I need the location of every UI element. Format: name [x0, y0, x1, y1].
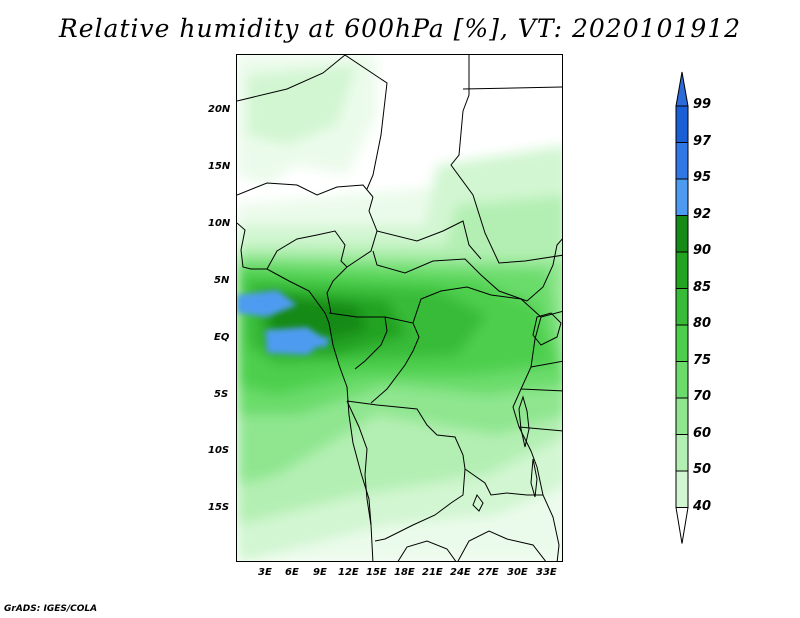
- colorbar-segment: [675, 434, 689, 472]
- lat-label-20n: 20N: [208, 104, 231, 115]
- colorbar-level-label: 99: [693, 97, 712, 112]
- lon-label-21e: 21E: [422, 567, 443, 578]
- colorbar-level-label: 75: [693, 352, 712, 368]
- lon-label-12e: 12E: [338, 567, 359, 578]
- colorbar-level-label: 85: [693, 279, 712, 295]
- colorbar: [675, 71, 689, 544]
- chart-title: Relative humidity at 600hPa [%], VT: 202…: [58, 14, 742, 43]
- colorbar-segment: [675, 105, 689, 143]
- colorbar-level-label: 92: [693, 206, 712, 222]
- colorbar-segment: [675, 361, 689, 399]
- lat-label-10s: 10S: [208, 445, 230, 456]
- lat-label-5s: 5S: [214, 389, 229, 400]
- footer-credit: GrADS: IGES/COLA: [4, 604, 98, 614]
- lon-label-24e: 24E: [450, 567, 471, 578]
- colorbar-bottom-arrow: [675, 507, 689, 544]
- lon-label-27e: 27E: [478, 567, 499, 578]
- colorbar-segment: [675, 142, 689, 180]
- colorbar-level-label: 95: [693, 170, 712, 185]
- humidity-fill: [237, 55, 562, 561]
- lon-label-3e: 3E: [258, 567, 272, 578]
- high-humidity-patches: [237, 290, 329, 355]
- colorbar-segment: [675, 178, 689, 216]
- colorbar-segment: [675, 470, 689, 508]
- colorbar-level-label: 90: [693, 243, 712, 258]
- colorbar-segment: [675, 397, 689, 435]
- lon-label-9e: 9E: [313, 567, 327, 578]
- lon-label-15e: 15E: [366, 567, 387, 578]
- lon-label-33e: 33E: [536, 567, 557, 578]
- colorbar-level-label: 60: [693, 425, 712, 441]
- colorbar-level-label: 50: [693, 462, 712, 477]
- map-panel: [236, 54, 563, 562]
- colorbar-segment: [675, 251, 689, 289]
- country-borders: [237, 55, 562, 561]
- lat-label-10n: 10N: [208, 218, 231, 229]
- lat-label-eq: EQ: [214, 332, 230, 343]
- colorbar-segment: [675, 215, 689, 253]
- humidity-map: [237, 55, 562, 561]
- colorbar-level-label: 97: [693, 133, 712, 149]
- colorbar-top-arrow: [675, 71, 689, 107]
- colorbar-segment: [675, 288, 689, 326]
- colorbar-level-label: 70: [693, 389, 712, 404]
- lat-label-5n: 5N: [214, 275, 230, 286]
- lakes: [472, 312, 562, 512]
- colorbar-segment: [675, 324, 689, 362]
- lon-label-6e: 6E: [285, 567, 299, 578]
- lon-label-18e: 18E: [394, 567, 415, 578]
- lat-label-15n: 15N: [208, 161, 231, 172]
- colorbar-level-label: 80: [693, 316, 712, 331]
- lon-label-30e: 30E: [507, 567, 528, 578]
- colorbar-level-label: 40: [693, 498, 712, 514]
- lat-label-15s: 15S: [208, 502, 230, 513]
